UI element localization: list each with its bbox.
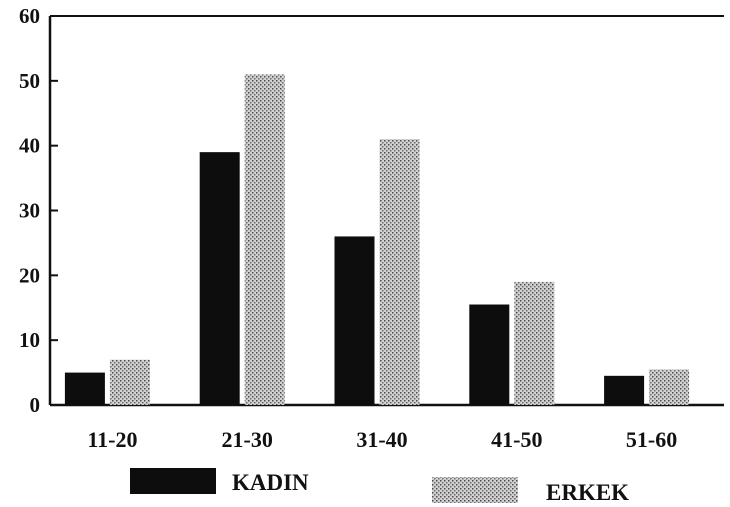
bar-erkek-31-40 (379, 139, 420, 405)
bar-erkek-41-50 (514, 281, 555, 405)
bar-erkek-11-20 (109, 359, 150, 405)
y-tick-label: 60 (19, 4, 40, 28)
x-tick-label: 31-40 (356, 427, 407, 452)
bar-kadin-21-30 (199, 152, 240, 405)
legend: KADIN ERKEK (130, 468, 629, 505)
legend-label-kadin: KADIN (232, 470, 309, 495)
bar-erkek-51-60 (649, 369, 690, 405)
bar-erkek-21-30 (244, 74, 285, 405)
y-tick-label: 10 (19, 328, 40, 352)
y-tick-label: 40 (19, 134, 40, 158)
y-tick-label: 50 (19, 69, 40, 93)
bar-kadin-51-60 (604, 375, 645, 405)
legend-swatch-kadin (130, 468, 216, 494)
bar-kadin-11-20 (64, 372, 105, 405)
y-axis: 0 10 20 30 40 50 60 (19, 4, 58, 417)
legend-swatch-erkek (432, 477, 518, 503)
y-tick-label: 20 (19, 263, 40, 287)
x-tick-label: 11-20 (87, 427, 137, 452)
x-axis: 11-20 21-30 31-40 41-50 51-60 (87, 427, 677, 452)
bars (64, 74, 690, 405)
y-tick-label: 30 (19, 199, 40, 223)
bar-kadin-41-50 (469, 304, 510, 405)
x-tick-label: 21-30 (222, 427, 273, 452)
x-tick-label: 41-50 (491, 427, 542, 452)
y-tick-label: 0 (30, 393, 41, 417)
legend-label-erkek: ERKEK (546, 480, 629, 505)
x-tick-label: 51-60 (626, 427, 677, 452)
bar-kadin-31-40 (334, 236, 375, 405)
